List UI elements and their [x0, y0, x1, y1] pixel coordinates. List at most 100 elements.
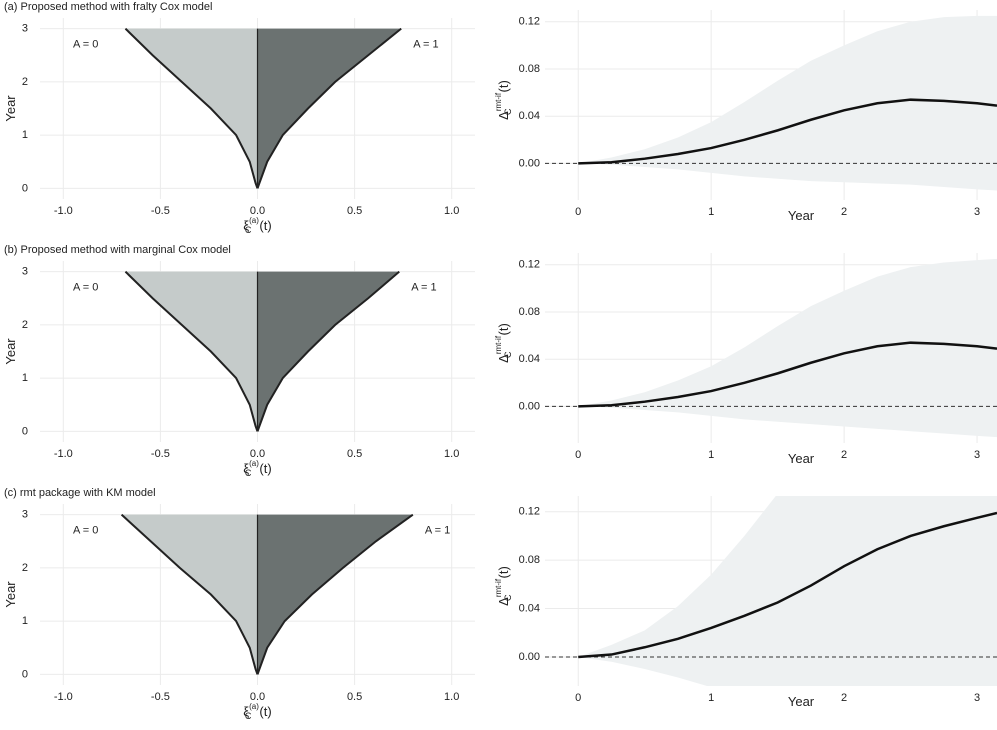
x-tick-label: 3: [974, 449, 980, 461]
legend-label: A = 1: [425, 525, 450, 537]
label-sup: (a): [249, 459, 259, 468]
axis-label: Year: [788, 451, 815, 466]
y-tick-label: 0.04: [519, 353, 540, 365]
x-tick-label: 0.0: [250, 448, 265, 460]
label-main: ξ: [243, 704, 249, 719]
boundary: [256, 513, 414, 675]
y-tick-label: 0.00: [519, 651, 540, 663]
y-tick-label: 0.08: [519, 306, 540, 318]
label-main: Year: [3, 95, 18, 122]
x-tick-label: 3: [974, 206, 980, 218]
axis-label: ξ(a) C (t): [243, 459, 271, 478]
x-tick-label: -1.0: [54, 205, 73, 217]
area: [125, 271, 258, 432]
label-sub: C: [245, 711, 252, 721]
y-tick-label: 0: [22, 668, 28, 680]
ci-band: [578, 258, 997, 438]
y-tick-label: 0.12: [519, 259, 540, 271]
y-tick-label: 1: [22, 372, 28, 384]
y-tick-label: 0: [22, 425, 28, 437]
label-sup: (a): [249, 702, 259, 711]
boundary: [124, 270, 259, 432]
x-tick-label: 3: [974, 692, 980, 704]
y-tick-label: 0.08: [519, 554, 540, 566]
label-main: Year: [788, 208, 815, 223]
axis-label: ξ(a) C (t): [243, 216, 271, 235]
y-tick-label: 0.04: [519, 110, 540, 122]
legend-label: A = 0: [73, 39, 98, 51]
label-tail: (t): [496, 80, 511, 92]
y-tick-label: 1: [22, 129, 28, 141]
chart-title: (b) Proposed method with marginal Cox mo…: [4, 244, 231, 256]
x-tick-label: 1: [708, 692, 714, 704]
y-tick-label: 0: [22, 182, 28, 194]
label-main: Year: [3, 581, 18, 608]
label-sub: C: [245, 225, 252, 235]
x-tick-label: 1.0: [444, 205, 459, 217]
axis-label: Δrmt-ifC (t): [494, 80, 513, 120]
axis-label: Δrmt-ifC (t): [494, 323, 513, 363]
axis-label: Year: [3, 338, 18, 365]
boundary: [124, 27, 259, 189]
label-tail: (t): [496, 323, 511, 335]
area: [121, 514, 258, 675]
y-tick-label: 3: [22, 23, 28, 35]
y-tick-label: 2: [22, 562, 28, 574]
label-main: Year: [788, 451, 815, 466]
legend-label: A = 1: [413, 39, 438, 51]
y-tick-label: 0.12: [519, 16, 540, 28]
axis-label: Year: [788, 694, 815, 709]
label-main: ξ: [243, 461, 249, 476]
y-tick-label: 3: [22, 266, 28, 278]
label-sub: C: [245, 468, 252, 478]
label-tail: (t): [259, 461, 271, 476]
x-tick-label: 1: [708, 206, 714, 218]
y-tick-label: 2: [22, 76, 28, 88]
line: [578, 341, 997, 408]
x-tick-label: 1: [708, 449, 714, 461]
x-tick-label: 0.5: [347, 691, 362, 703]
legend-label: A = 0: [73, 525, 98, 537]
label-sup: rmt-if: [494, 335, 503, 354]
area: [125, 28, 258, 189]
label-sub: C: [503, 351, 513, 358]
x-tick-label: -0.5: [151, 205, 170, 217]
boundary: [120, 513, 259, 675]
legend-label: A = 1: [411, 282, 436, 294]
label-main: Δ: [496, 354, 511, 363]
boundary: [256, 270, 400, 432]
y-tick-label: 0.04: [519, 602, 540, 614]
label-tail: (t): [496, 566, 511, 578]
y-tick-label: 1: [22, 615, 28, 627]
label-sup: rmt-if: [494, 578, 503, 597]
y-tick-label: 3: [22, 509, 28, 521]
area: [257, 28, 402, 189]
label-tail: (t): [259, 704, 271, 719]
y-tick-label: 0.08: [519, 63, 540, 75]
y-tick-label: 0.12: [519, 506, 540, 518]
axis-label: Δrmt-ifC (t): [494, 566, 513, 606]
x-tick-label: -1.0: [54, 448, 73, 460]
axis-label: Year: [3, 95, 18, 122]
x-tick-label: 0.5: [347, 448, 362, 460]
label-sup: (a): [249, 216, 259, 225]
y-tick-label: 0.00: [519, 157, 540, 169]
x-tick-label: -1.0: [54, 691, 73, 703]
x-tick-label: 0: [575, 692, 581, 704]
x-tick-label: 2: [841, 449, 847, 461]
x-tick-label: 0.0: [250, 205, 265, 217]
area: [257, 271, 400, 432]
axis-label: Year: [3, 581, 18, 608]
chart-title: (a) Proposed method with fralty Cox mode…: [4, 1, 212, 13]
x-tick-label: 1.0: [444, 448, 459, 460]
x-tick-label: 0: [575, 449, 581, 461]
label-sup: rmt-if: [494, 92, 503, 111]
label-main: Δ: [496, 597, 511, 606]
y-tick-label: 2: [22, 319, 28, 331]
x-tick-label: 0: [575, 206, 581, 218]
axis-label: ξ(a) C (t): [243, 702, 271, 721]
label-main: Δ: [496, 111, 511, 120]
x-tick-label: 2: [841, 692, 847, 704]
boundary: [256, 27, 402, 189]
